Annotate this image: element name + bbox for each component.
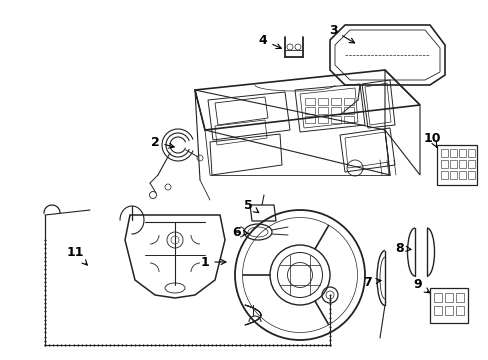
Text: 6: 6 <box>232 225 247 239</box>
Text: 5: 5 <box>243 198 258 213</box>
Text: 4: 4 <box>258 33 281 49</box>
Text: 2: 2 <box>150 135 174 149</box>
Text: 3: 3 <box>328 23 354 43</box>
Text: 9: 9 <box>413 279 429 293</box>
Text: 8: 8 <box>395 242 410 255</box>
Text: 1: 1 <box>200 256 225 269</box>
Text: 7: 7 <box>363 275 380 288</box>
Text: 11: 11 <box>66 246 87 265</box>
Text: 10: 10 <box>423 131 440 147</box>
